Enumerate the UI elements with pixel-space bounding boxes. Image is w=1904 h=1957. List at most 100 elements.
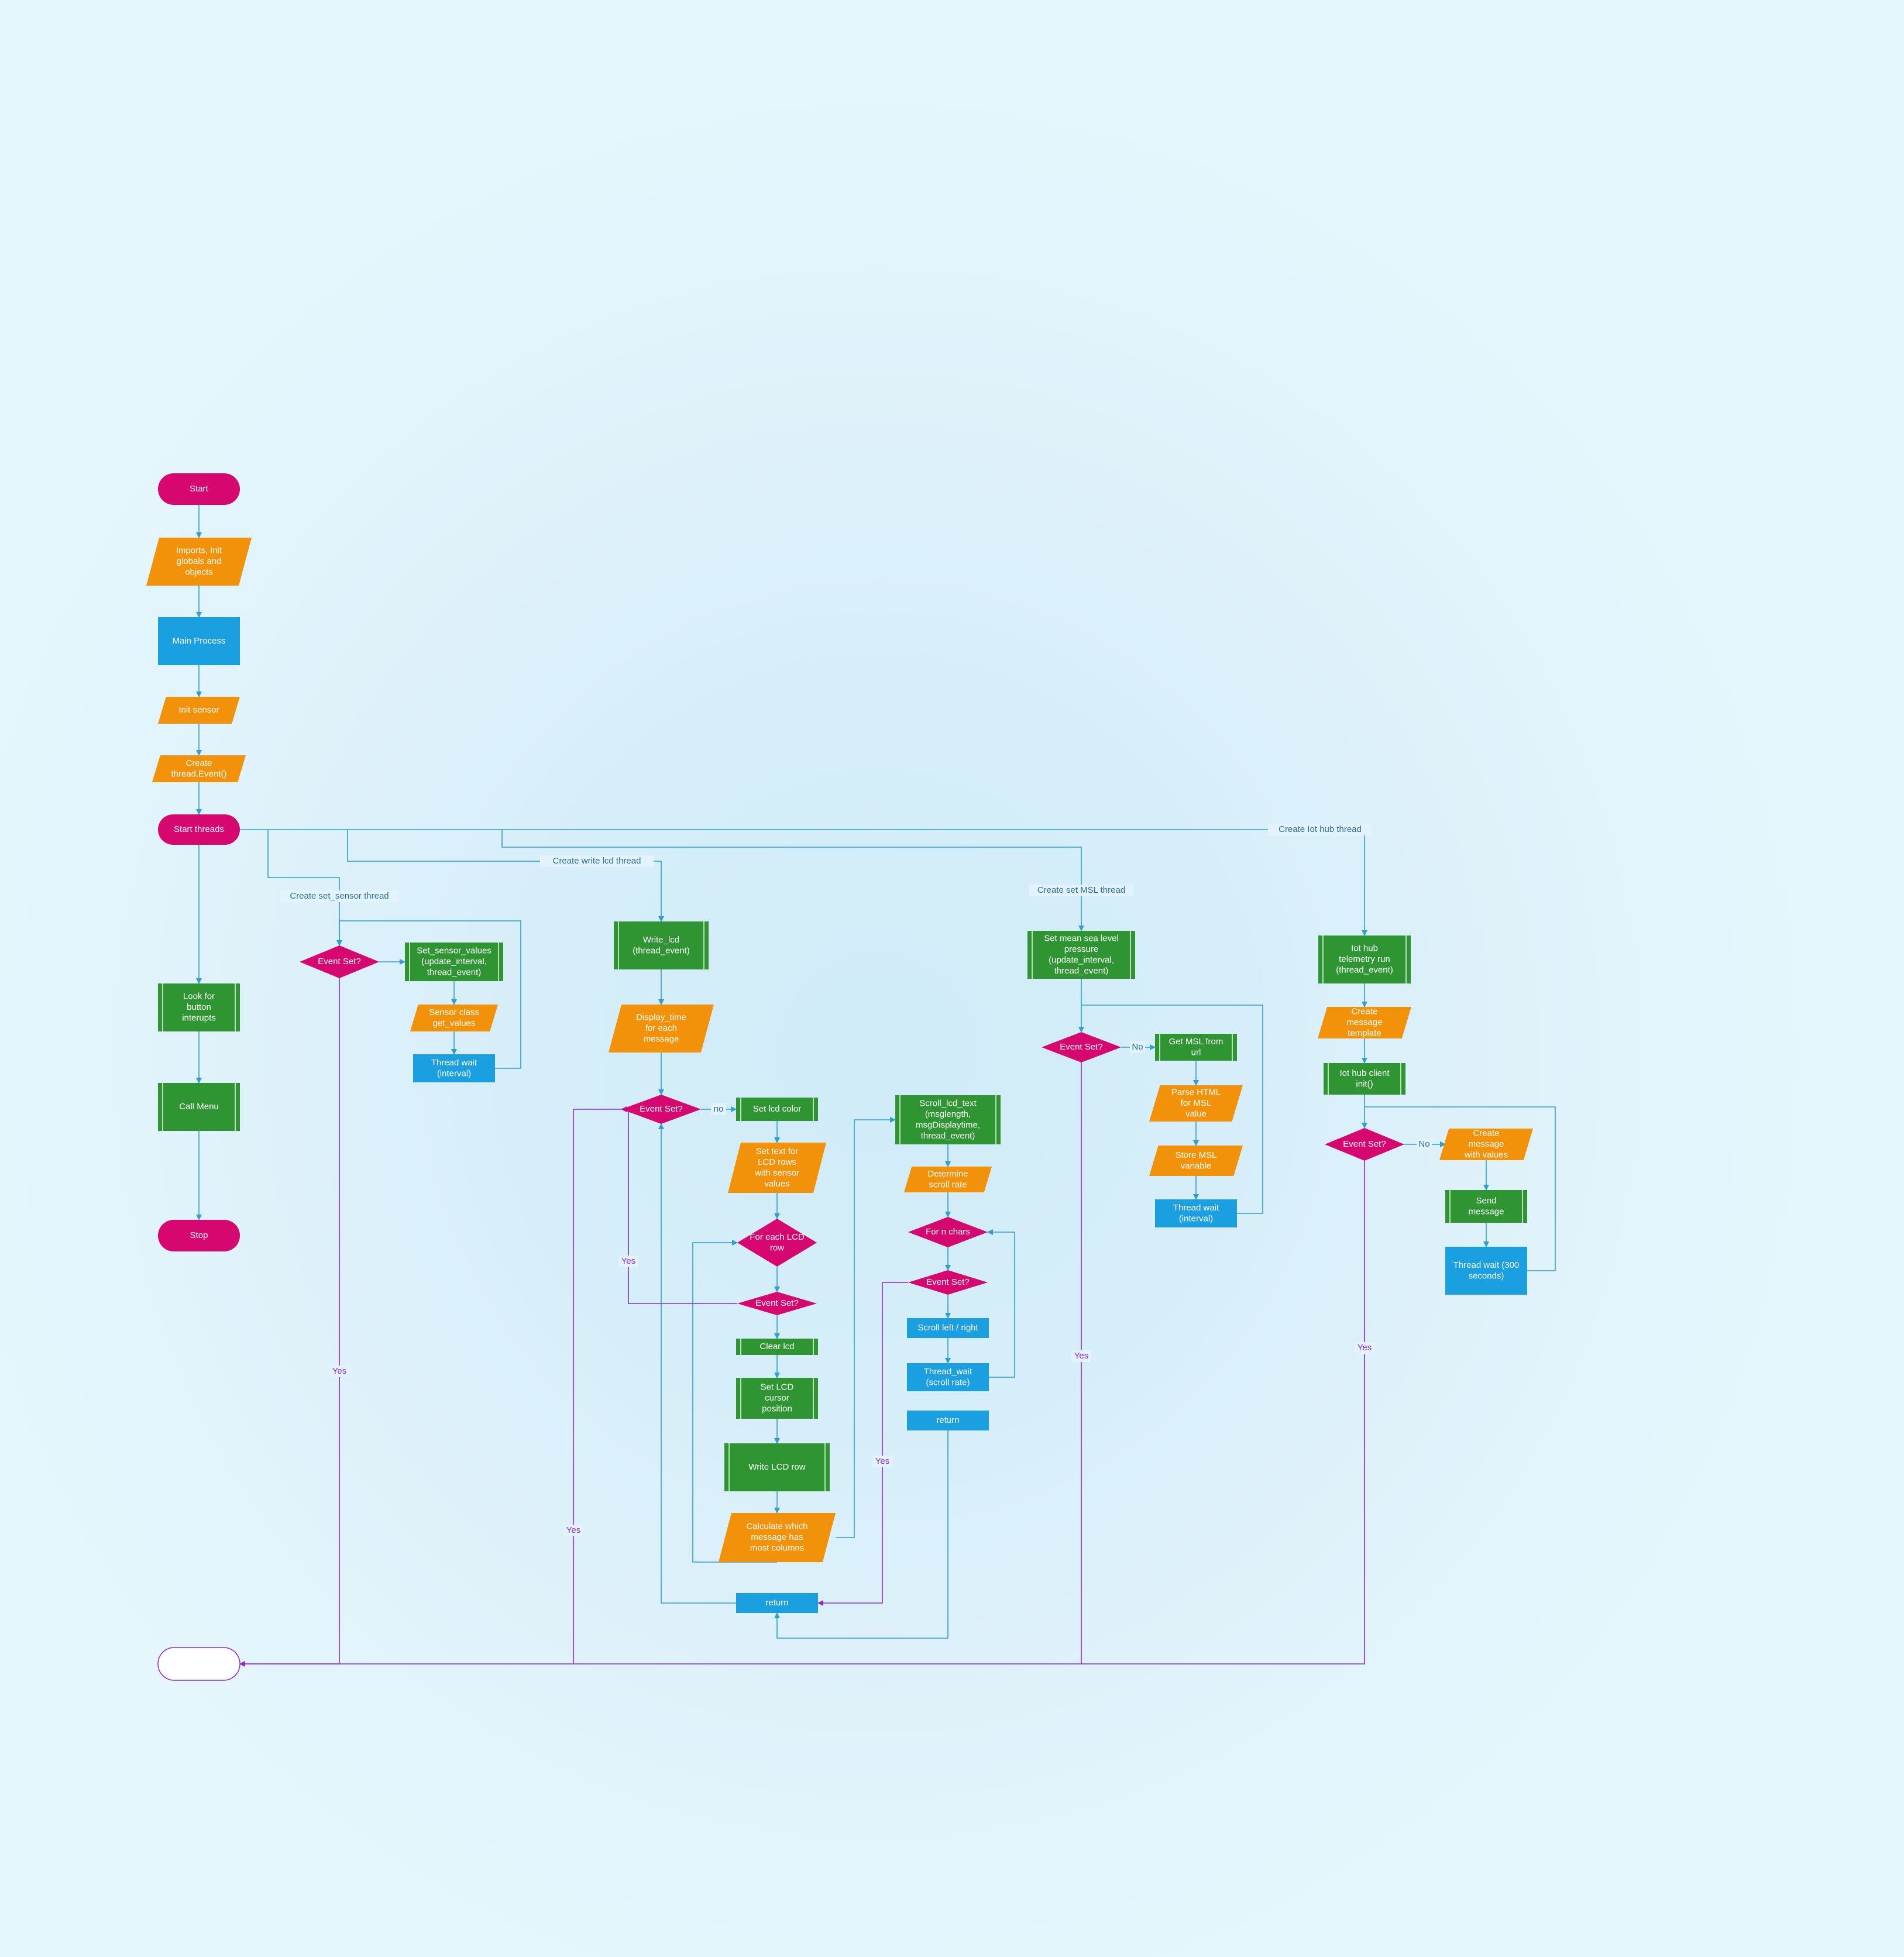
display-time-label: Display_time for each message (636, 1012, 686, 1044)
iot-event-set-label: Event Set? (1343, 1139, 1386, 1149)
iot-client-init-label: Iot hub client init() (1339, 1068, 1390, 1089)
connector-42 (1081, 1005, 1263, 1214)
sensor-thread-wait-label: Thread wait (interval) (431, 1058, 477, 1079)
edge-label-create-iot-thread: Create Iot hub thread (1268, 824, 1372, 835)
node-scroll-lcd-text: Scroll_lcd_text (msglength, msgDisplaytime… (895, 1095, 1001, 1144)
iot-telemetry-label: Iot hub telemetry run (thread_event) (1336, 943, 1393, 975)
set-lcd-color-label: Set lcd color (753, 1104, 802, 1114)
connector-51 (573, 1109, 621, 1664)
calc-columns-label: Calculate which message has most columns (746, 1521, 807, 1553)
node-call-menu: Call Menu (158, 1083, 240, 1131)
node-msl-thread-wait: Thread wait (interval) (1155, 1199, 1237, 1227)
svg-text:No: No (1132, 1042, 1143, 1052)
set-cursor-label: Set LCD cursor position (761, 1382, 794, 1413)
connector-49 (1365, 1106, 1556, 1271)
scroll-event-set-label: Event Set? (926, 1277, 969, 1287)
edge-label-msl-no: No (1130, 1041, 1145, 1053)
send-message-label: Send message (1469, 1196, 1504, 1217)
connector-52 (621, 1106, 737, 1304)
scroll-lcd-text-label: Scroll_lcd_text (msglength, msgDisplaytime… (916, 1098, 980, 1141)
node-create-template: Create message template (1318, 1006, 1411, 1038)
node-set-sensor-values: Set_sensor_values (update_interval, thread… (405, 943, 503, 981)
node-clear-lcd: Clear lcd (736, 1339, 818, 1355)
node-main-process: Main Process (158, 617, 240, 665)
node-iot-telemetry: Iot hub telemetry run (thread_event) (1318, 935, 1411, 983)
call-menu-label: Call Menu (179, 1102, 219, 1112)
main-process-label: Main Process (173, 636, 226, 646)
return-scroll-label: return (936, 1415, 959, 1425)
node-sensor-class-values: Sensor class get_values (410, 1005, 498, 1031)
connector-50 (239, 978, 340, 1667)
edge-labels: Create set_sensor thread Create write lcd… (280, 824, 1432, 1536)
start-label: Start (190, 484, 209, 494)
for-n-chars-label: For n chars (926, 1227, 970, 1237)
node-scroll-event-set: Event Set? (908, 1270, 988, 1295)
node-send-message: Send message (1445, 1190, 1527, 1223)
node-iot-thread-wait: Thread wait (300 seconds) (1445, 1247, 1527, 1295)
connector-53 (817, 1282, 908, 1606)
parse-html-label: Parse HTML for MSL value (1171, 1087, 1221, 1119)
edge-label-create-write-lcd-thread: Create write lcd thread (540, 855, 654, 867)
determine-scroll-label: Determine scroll rate (927, 1169, 968, 1190)
node-sensor-thread-wait: Thread wait (interval) (413, 1054, 495, 1082)
init-sensor-label: Init sensor (178, 705, 219, 715)
node-write-lcd-row: Write LCD row (724, 1443, 830, 1491)
edge-label-sensor-yes: Yes (329, 1366, 349, 1377)
svg-text:Create set MSL thread: Create set MSL thread (1037, 885, 1125, 895)
node-calc-columns: Calculate which message has most columns (719, 1513, 836, 1562)
scroll-thread-wait-label: Thread_wait (scroll rate) (924, 1367, 972, 1388)
connector-35 (987, 1229, 1015, 1378)
svg-text:Yes: Yes (1074, 1351, 1088, 1361)
row-event-set-label: Event Set? (755, 1298, 798, 1308)
svg-text:Yes: Yes (1357, 1343, 1372, 1353)
node-start-threads: Start threads (158, 814, 240, 845)
create-event-label: Create thread.Event() (171, 758, 226, 779)
set-sensor-values-label: Set_sensor_values (update_interval, thread… (417, 945, 492, 977)
svg-text:Yes: Yes (621, 1256, 635, 1266)
create-template-label: Create message template (1347, 1006, 1383, 1038)
get-msl-label: Get MSL from url (1169, 1037, 1223, 1058)
sensor-class-values-label: Sensor class get_values (429, 1007, 479, 1029)
msl-event-set-label: Event Set? (1060, 1042, 1102, 1052)
look-buttons-label: Look for button interupts (182, 991, 216, 1023)
set-text-rows-label: Set text for LCD rows with sensor values (754, 1146, 799, 1189)
edge-label-msl-yes: Yes (1071, 1350, 1091, 1362)
sensor-event-set-label: Event Set? (318, 957, 360, 967)
store-msl-label: Store MSL variable (1176, 1150, 1217, 1171)
edge-label-create-sensor-thread: Create set_sensor thread (280, 890, 398, 902)
edge-label-iot-no: No (1417, 1139, 1432, 1150)
connector-11 (347, 830, 664, 922)
connector-55 (239, 1161, 1365, 1667)
connector-36 (774, 1430, 948, 1639)
node-scroll-left-right: Scroll left / right (907, 1318, 989, 1338)
edge-label-lcd-yes: Yes (563, 1525, 583, 1536)
node-store-msl: Store MSL variable (1149, 1146, 1243, 1176)
start-threads-label: Start threads (174, 824, 224, 834)
connector-10 (267, 830, 342, 946)
node-init-sensor: Init sensor (158, 697, 240, 724)
return-main-label: return (765, 1598, 788, 1608)
node-look-buttons: Look for button interupts (158, 983, 240, 1031)
node-write-lcd: Write_lcd (thread_event) (614, 921, 709, 969)
node-set-msl: Set mean sea level pressure (update_interv… (1027, 931, 1135, 979)
connector-9 (240, 829, 1367, 936)
connector-16 (339, 920, 521, 1069)
svg-text:No: No (1418, 1139, 1429, 1149)
lcd-event-set-label: Event Set? (640, 1104, 682, 1114)
stop-threads-label: Stop threads (174, 1659, 224, 1669)
node-create-msg-values: Create message with values (1439, 1128, 1533, 1160)
scroll-left-right-label: Scroll left / right (917, 1323, 978, 1333)
edge-label-create-msl-thread: Create set MSL thread (1029, 885, 1133, 896)
edge-label-lcd-no: no (711, 1103, 726, 1115)
node-row-event-set: Event Set? (737, 1292, 817, 1315)
node-iot-event-set: Event Set? (1325, 1128, 1404, 1161)
node-stop: Stop (158, 1220, 240, 1251)
svg-text:Yes: Yes (566, 1525, 580, 1535)
node-sensor-event-set: Event Set? (300, 945, 379, 978)
node-lcd-event-set: Event Set? (621, 1095, 701, 1124)
connector-28 (836, 1117, 896, 1538)
node-determine-scroll: Determine scroll rate (904, 1167, 992, 1192)
edge-label-iot-yes: Yes (1355, 1342, 1374, 1354)
